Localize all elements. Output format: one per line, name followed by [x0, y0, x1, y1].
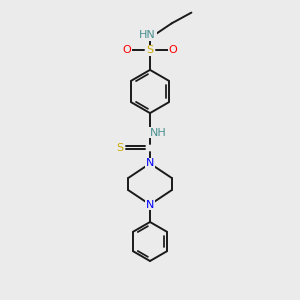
- Text: S: S: [146, 45, 154, 56]
- Text: N: N: [146, 158, 154, 169]
- Text: O: O: [169, 45, 178, 56]
- Text: HN: HN: [139, 30, 156, 40]
- Text: S: S: [116, 142, 124, 153]
- Text: NH: NH: [150, 128, 167, 138]
- Text: N: N: [146, 200, 154, 210]
- Text: O: O: [122, 45, 131, 56]
